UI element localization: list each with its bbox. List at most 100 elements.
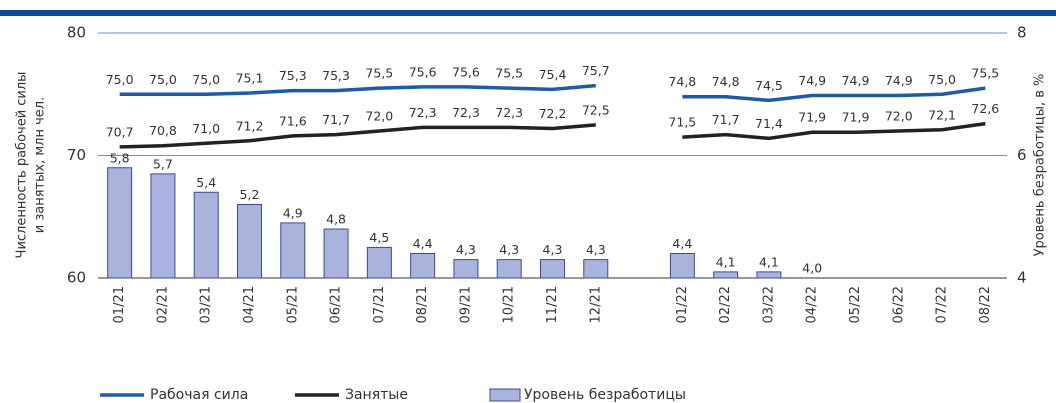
top-band bbox=[0, 10, 1056, 16]
data-label: 72,2 bbox=[539, 106, 567, 121]
bar bbox=[237, 204, 262, 279]
data-label: 72,0 bbox=[885, 109, 913, 124]
y-axis-title: Численность рабочей силы bbox=[15, 72, 30, 259]
bar bbox=[150, 173, 176, 279]
data-label: 74,8 bbox=[668, 74, 696, 89]
data-label: 71,6 bbox=[279, 113, 307, 128]
line bbox=[119, 121, 986, 149]
x-tick-label: 11/21 bbox=[545, 286, 560, 323]
data-label: 72,0 bbox=[365, 109, 393, 124]
y-tick-label: 80 bbox=[67, 24, 86, 42]
x-tick-label: 08/22 bbox=[978, 286, 993, 323]
data-label: 70,8 bbox=[149, 123, 177, 138]
data-label: 4,3 bbox=[543, 242, 563, 257]
bar bbox=[583, 259, 609, 279]
x-tick-label: 02/22 bbox=[718, 286, 733, 323]
bar bbox=[193, 191, 219, 279]
data-label: 74,9 bbox=[798, 73, 826, 88]
y-axis-title: и занятых, млн чел. bbox=[33, 97, 48, 233]
bar bbox=[496, 259, 522, 279]
data-label: 4,1 bbox=[716, 254, 736, 269]
bar bbox=[323, 228, 349, 279]
data-label: 75,5 bbox=[495, 66, 523, 81]
bar bbox=[669, 253, 695, 279]
x-tick-label: 01/22 bbox=[675, 286, 690, 323]
y-tick-label: 70 bbox=[67, 146, 86, 164]
bar bbox=[280, 222, 306, 279]
data-label: 4,4 bbox=[413, 236, 433, 251]
data-label: 75,0 bbox=[106, 72, 134, 87]
data-label: 72,3 bbox=[452, 105, 480, 120]
x-tick-label: 07/21 bbox=[372, 286, 387, 323]
data-label: 75,0 bbox=[192, 72, 220, 87]
legend-label: Занятые bbox=[345, 387, 408, 403]
data-label: 72,3 bbox=[495, 105, 523, 120]
data-label: 75,0 bbox=[928, 72, 956, 87]
bar bbox=[713, 271, 739, 279]
x-tick-label: 03/22 bbox=[761, 286, 776, 323]
data-label: 75,3 bbox=[322, 68, 350, 83]
legend-swatch bbox=[489, 388, 521, 402]
data-label: 71,9 bbox=[798, 110, 826, 125]
legend-label: Уровень безработицы bbox=[524, 387, 686, 403]
data-label: 71,9 bbox=[842, 110, 870, 125]
data-label: 74,9 bbox=[842, 73, 870, 88]
bar bbox=[453, 259, 479, 279]
data-label: 71,0 bbox=[192, 121, 220, 136]
line bbox=[119, 83, 986, 103]
data-label: 75,4 bbox=[539, 67, 567, 82]
data-label: 71,7 bbox=[322, 112, 350, 127]
data-label: 4,3 bbox=[499, 242, 519, 257]
y2-tick-label: 6 bbox=[1017, 146, 1027, 164]
y2-tick-label: 8 bbox=[1017, 24, 1027, 42]
data-label: 4,1 bbox=[759, 254, 779, 269]
data-label: 72,3 bbox=[409, 105, 437, 120]
y2-axis-title: Уровень безработицы, в % bbox=[1033, 74, 1048, 257]
data-label: 5,2 bbox=[240, 187, 260, 202]
data-label: 71,5 bbox=[668, 115, 696, 130]
data-label: 74,9 bbox=[885, 73, 913, 88]
bar bbox=[540, 259, 565, 279]
data-label: 74,8 bbox=[712, 74, 740, 89]
data-label: 75,1 bbox=[236, 71, 264, 86]
x-tick-label: 01/21 bbox=[112, 286, 127, 323]
data-label: 4,4 bbox=[672, 236, 692, 251]
y-tick-label: 60 bbox=[67, 269, 86, 287]
data-label: 5,8 bbox=[110, 150, 130, 165]
x-tick-label: 10/21 bbox=[502, 286, 517, 323]
x-tick-label: 09/21 bbox=[458, 286, 473, 323]
data-label: 4,0 bbox=[802, 261, 822, 276]
data-label: 4,3 bbox=[586, 242, 606, 257]
x-tick-label: 02/21 bbox=[155, 286, 170, 323]
data-label: 75,5 bbox=[971, 66, 999, 81]
x-tick-label: 03/21 bbox=[199, 286, 214, 323]
data-label: 75,0 bbox=[149, 72, 177, 87]
data-label: 75,3 bbox=[279, 68, 307, 83]
data-label: 5,4 bbox=[196, 175, 216, 190]
data-label: 72,1 bbox=[928, 107, 956, 122]
data-label: 70,7 bbox=[106, 124, 134, 139]
x-tick-label: 05/22 bbox=[848, 286, 863, 323]
bar bbox=[410, 253, 436, 279]
data-label: 71,4 bbox=[755, 116, 783, 131]
x-tick-label: 04/22 bbox=[805, 286, 820, 323]
x-tick-label: 06/21 bbox=[329, 286, 344, 323]
data-label: 4,8 bbox=[326, 212, 346, 227]
x-tick-label: 05/21 bbox=[285, 286, 300, 323]
data-label: 75,6 bbox=[409, 64, 437, 79]
data-label: 75,5 bbox=[365, 66, 393, 81]
data-label: 4,9 bbox=[283, 205, 303, 220]
data-label: 72,6 bbox=[971, 101, 999, 116]
x-tick-label: 04/21 bbox=[242, 286, 257, 323]
x-tick-label: 07/22 bbox=[935, 286, 950, 323]
x-tick-label: 08/21 bbox=[415, 286, 430, 323]
x-tick-label: 06/22 bbox=[891, 286, 906, 323]
data-label: 71,2 bbox=[236, 118, 264, 133]
y2-tick-label: 4 bbox=[1017, 269, 1027, 287]
data-label: 4,5 bbox=[369, 230, 389, 245]
data-label: 4,3 bbox=[456, 242, 476, 257]
data-label: 72,5 bbox=[582, 102, 610, 117]
data-label: 75,7 bbox=[582, 63, 610, 78]
data-label: 5,7 bbox=[153, 156, 173, 171]
